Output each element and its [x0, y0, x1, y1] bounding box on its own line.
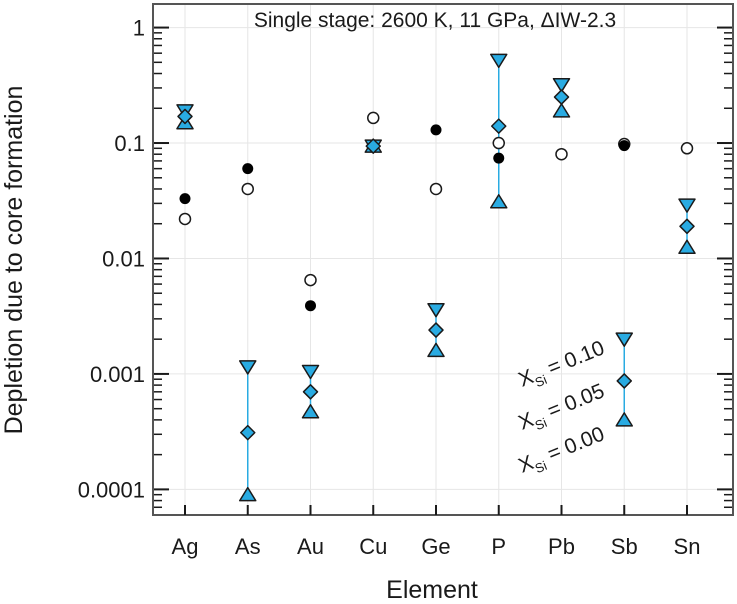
y-major-ticks: [153, 26, 733, 491]
y-tick-label: 0.001: [90, 362, 145, 387]
x-tick-label: Sn: [674, 534, 701, 559]
diamond-point: [491, 118, 507, 134]
xsi-subscript: Si: [533, 372, 549, 390]
diamond-point: [365, 138, 381, 154]
open-circle-point: [680, 142, 694, 155]
x-tick-label: As: [235, 534, 261, 559]
down-triangle-point: [239, 360, 257, 375]
plot-area: [153, 4, 733, 515]
x-axis-title: Element: [386, 576, 478, 604]
open-circle-point: [429, 182, 443, 196]
y-tick-label: 0.1: [114, 131, 145, 156]
filled-circle-point: [242, 163, 254, 175]
x-tick-labels: Ag As Au Cu Ge P Pb Sb Sn: [172, 534, 701, 559]
down-triangle-point: [678, 198, 696, 213]
filled-circle-point: [305, 300, 316, 312]
x-ticks: [184, 505, 688, 515]
plot-frame: [152, 3, 734, 516]
y-tick-label: 0.0001: [78, 477, 145, 502]
x-tick-label: Ge: [421, 534, 450, 559]
diamond-point: [302, 384, 319, 400]
up-triangle-point: [239, 486, 257, 502]
down-triangle-point: [301, 364, 320, 380]
open-circle-point: [304, 273, 317, 287]
down-triangle-point: [490, 53, 508, 69]
diamond-point: [616, 373, 632, 389]
up-triangle-point: [615, 412, 633, 427]
up-triangle-point: [552, 103, 571, 118]
y-minor-ticks: [153, 32, 733, 516]
x-tick-label: Ag: [172, 534, 199, 559]
filled-circle-point: [493, 152, 505, 164]
open-circle-point: [555, 147, 568, 161]
filled-circle-point: [618, 140, 630, 152]
down-triangle-point: [427, 302, 445, 318]
open-circle-point: [367, 111, 380, 125]
diamond-point: [428, 322, 444, 338]
diamond-point: [240, 424, 256, 441]
y-tick-labels: 1 0.1 0.01 0.001 0.0001: [78, 16, 145, 503]
open-circle-point: [178, 212, 192, 226]
x-tick-label: Sb: [611, 534, 638, 559]
y-axis-title: Depletion due to core formation: [0, 86, 28, 435]
xsi-subscript: Si: [533, 458, 549, 476]
x-tick-label: P: [491, 534, 506, 559]
open-circle-point: [492, 136, 505, 150]
x-tick-label: Au: [297, 534, 324, 559]
chart-title: Single stage: 2600 K, 11 GPa, ΔIW-2.3: [254, 9, 616, 32]
down-triangle-point: [552, 77, 571, 93]
up-triangle-point: [490, 193, 508, 209]
filled-circle-point: [430, 124, 442, 136]
filled-circle-point: [179, 193, 191, 205]
y-tick-label: 0.01: [102, 246, 145, 271]
down-triangle-point: [615, 332, 633, 347]
up-triangle-point: [678, 239, 696, 255]
diamond-point: [553, 89, 570, 105]
diamond-point: [177, 108, 193, 125]
up-triangle-point: [301, 404, 320, 419]
markers: [176, 53, 696, 502]
up-triangle-point: [427, 342, 445, 358]
y-tick-label: 1: [133, 16, 145, 41]
x-tick-label: Cu: [359, 534, 387, 559]
open-circle-point: [241, 182, 254, 196]
x-tick-label: Pb: [548, 534, 575, 559]
xsi-subscript: Si: [533, 415, 549, 433]
diamond-point: [679, 218, 695, 235]
